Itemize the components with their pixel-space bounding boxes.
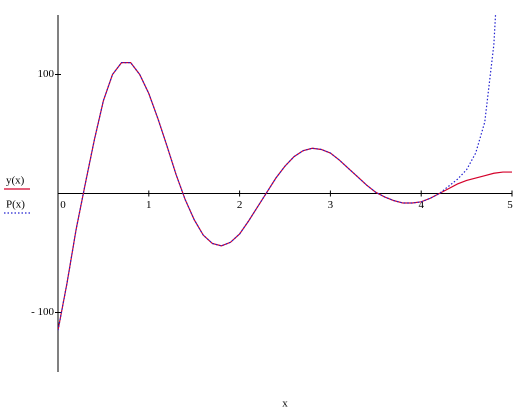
y-tick-label: 100 (38, 68, 55, 80)
x-tick-label: 1 (146, 199, 152, 211)
x-tick-label: 2 (237, 199, 243, 211)
x-tick-label: 3 (328, 199, 334, 211)
x-axis-label: x (282, 398, 288, 410)
y-tick-label: - 100 (31, 306, 54, 318)
x-tick-label: 4 (418, 199, 424, 211)
legend-label: y(x) (6, 175, 25, 187)
x-tick-label: 5 (507, 199, 513, 211)
x-tick-label: 0 (60, 199, 66, 211)
series-line (58, 62, 512, 331)
legend-label: P(x) (6, 199, 25, 211)
series-line (58, 15, 497, 331)
plot-area (58, 15, 512, 331)
